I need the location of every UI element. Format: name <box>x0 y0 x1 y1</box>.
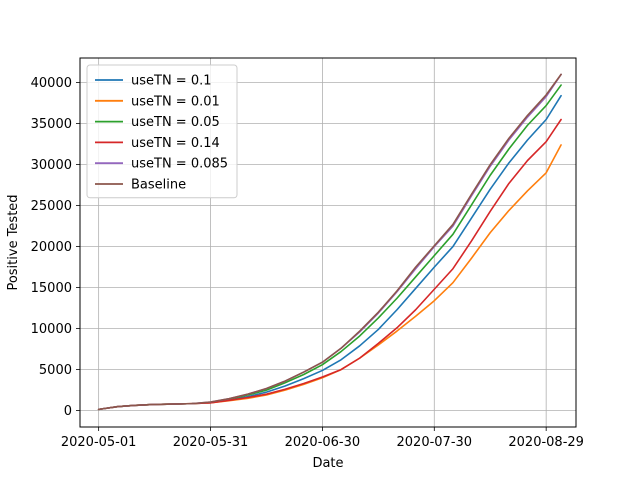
legend-label: useTN = 0.14 <box>131 136 220 151</box>
legend-label: useTN = 0.05 <box>131 115 220 130</box>
y-tick-label: 0 <box>64 404 72 419</box>
y-tick-label: 10000 <box>31 322 72 337</box>
plot-frame <box>79 57 577 428</box>
legend: useTN = 0.1 useTN = 0.01 useTN = 0.05 useTN… <box>86 64 238 199</box>
legend-label: useTN = 0.085 <box>131 157 228 172</box>
y-tick-label: 15000 <box>31 281 72 296</box>
x-axis-label: Date <box>312 456 343 471</box>
legend-label: useTN = 0.01 <box>131 94 220 109</box>
series-lines <box>97 73 562 411</box>
x-tick-label: 2020-05-31 <box>173 435 249 450</box>
y-tick-label: 30000 <box>31 158 72 173</box>
y-tick-label: 5000 <box>39 363 72 378</box>
y-tick-label: 20000 <box>31 240 72 255</box>
y-axis-ticks: 0 5000 10000 15000 20000 25000 30000 35000 40000 <box>31 76 80 419</box>
legend-label: useTN = 0.1 <box>131 74 212 89</box>
x-tick-label: 2020-05-01 <box>61 435 137 450</box>
x-tick-label: 2020-06-30 <box>285 435 361 450</box>
legend-label: Baseline <box>131 178 186 193</box>
legend-box <box>86 64 238 199</box>
x-tick-label: 2020-07-30 <box>397 435 473 450</box>
x-tick-label: 2020-08-29 <box>508 435 584 450</box>
y-tick-label: 25000 <box>31 199 72 214</box>
x-axis-ticks: 2020-05-01 2020-05-31 2020-06-30 2020-07-30… <box>61 427 584 450</box>
y-tick-label: 40000 <box>31 76 72 91</box>
series-line-5 <box>97 73 562 411</box>
y-tick-label: 35000 <box>31 117 72 132</box>
y-axis-label: Positive Tested <box>6 194 21 290</box>
